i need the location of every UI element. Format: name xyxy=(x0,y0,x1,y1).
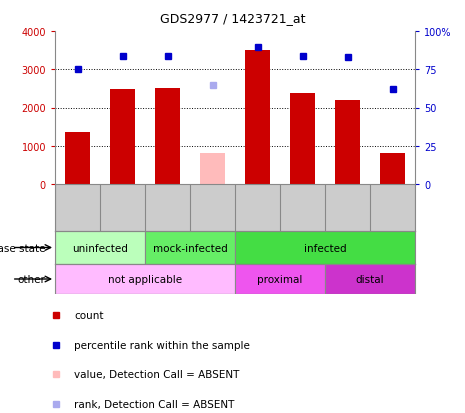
Bar xyxy=(235,264,325,294)
Bar xyxy=(335,101,360,185)
Bar xyxy=(55,264,235,294)
Text: GDS2977 / 1423721_at: GDS2977 / 1423721_at xyxy=(160,12,305,25)
Text: other: other xyxy=(18,274,46,284)
Text: count: count xyxy=(74,310,104,320)
Bar xyxy=(245,51,270,185)
Bar xyxy=(145,231,235,264)
Text: disease state: disease state xyxy=(0,243,46,253)
Text: distal: distal xyxy=(356,274,384,284)
Text: mock-infected: mock-infected xyxy=(153,243,227,253)
Bar xyxy=(380,153,405,185)
Bar xyxy=(290,94,315,185)
Bar xyxy=(200,154,225,185)
Bar xyxy=(325,264,415,294)
Text: rank, Detection Call = ABSENT: rank, Detection Call = ABSENT xyxy=(74,399,235,409)
Bar xyxy=(155,89,180,185)
Text: uninfected: uninfected xyxy=(72,243,128,253)
Bar xyxy=(55,231,145,264)
Text: value, Detection Call = ABSENT: value, Detection Call = ABSENT xyxy=(74,370,240,380)
Text: not applicable: not applicable xyxy=(108,274,182,284)
Text: percentile rank within the sample: percentile rank within the sample xyxy=(74,340,250,350)
Text: proximal: proximal xyxy=(257,274,303,284)
Bar xyxy=(65,133,90,185)
Text: infected: infected xyxy=(304,243,346,253)
Bar xyxy=(235,231,415,264)
Bar xyxy=(110,90,135,185)
